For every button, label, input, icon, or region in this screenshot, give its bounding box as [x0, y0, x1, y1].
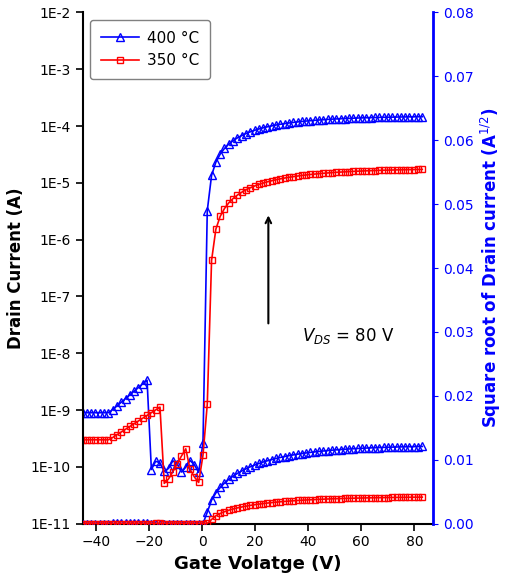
350 °C [161, 480, 167, 487]
350 °C [290, 173, 296, 180]
Text: $V_{DS}$ = 80 V: $V_{DS}$ = 80 V [301, 326, 393, 346]
350 °C [234, 191, 240, 198]
Legend: 400 °C, 350 °C: 400 °C, 350 °C [90, 20, 209, 79]
400 °C [290, 119, 296, 126]
X-axis label: Gate Volatge (V): Gate Volatge (V) [174, 555, 341, 573]
400 °C [384, 114, 390, 121]
400 °C [316, 117, 322, 124]
350 °C [302, 172, 308, 179]
400 °C [195, 469, 202, 476]
400 °C [286, 119, 292, 126]
Line: 350 °C: 350 °C [79, 166, 425, 487]
400 °C [302, 118, 308, 125]
400 °C [79, 409, 86, 416]
350 °C [384, 166, 390, 173]
Y-axis label: Drain Current (A): Drain Current (A) [7, 187, 25, 349]
Line: 400 °C: 400 °C [78, 113, 426, 476]
350 °C [316, 170, 322, 177]
350 °C [79, 436, 86, 443]
400 °C [418, 113, 425, 120]
400 °C [234, 135, 240, 142]
Y-axis label: Square root of Drain current (A$^{1/2}$): Square root of Drain current (A$^{1/2}$) [478, 108, 502, 428]
350 °C [418, 166, 425, 173]
350 °C [286, 174, 292, 181]
